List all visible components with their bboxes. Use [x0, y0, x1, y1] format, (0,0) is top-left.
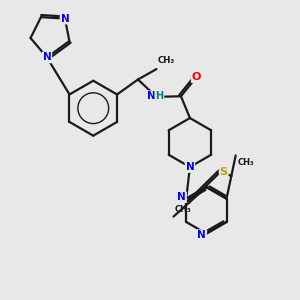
Text: CH₃: CH₃ — [237, 158, 254, 167]
Text: CH₃: CH₃ — [158, 56, 175, 65]
Text: S: S — [220, 167, 228, 177]
Text: H: H — [155, 91, 164, 101]
Text: N: N — [197, 230, 206, 240]
Text: O: O — [192, 72, 201, 82]
Text: N: N — [177, 192, 186, 202]
Text: N: N — [185, 162, 194, 172]
Text: N: N — [61, 14, 69, 24]
Text: N: N — [43, 52, 51, 62]
Text: N: N — [147, 91, 155, 101]
Text: CH₃: CH₃ — [175, 205, 192, 214]
